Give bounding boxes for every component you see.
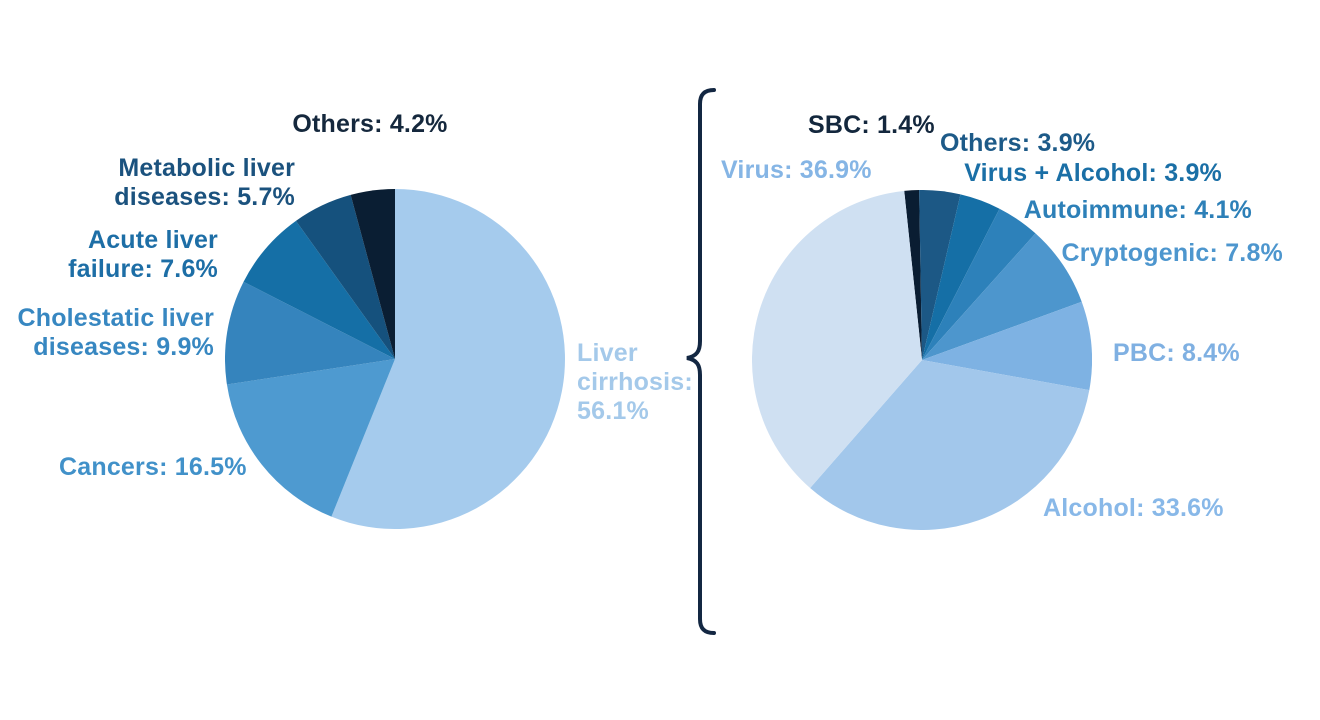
pie-slice-virus <box>752 190 922 488</box>
label-cancers: Cancers: 16.5% <box>59 453 247 481</box>
pie-slice-others <box>919 190 961 360</box>
pie-slice-liver-cirrhosis <box>331 189 565 529</box>
label-alcohol: Alcohol: 33.6% <box>1043 494 1224 522</box>
etiology-pie-chart <box>752 190 1092 530</box>
pie-slice-autoimmune <box>922 208 1036 360</box>
pie-slice-cholestatic-liver-diseases <box>225 281 395 385</box>
pie-slice-sbc <box>904 190 922 360</box>
label-virus: Virus: 36.9% <box>721 156 872 184</box>
curly-brace-icon <box>686 88 716 635</box>
indications-pie-chart <box>225 189 565 529</box>
label-sbc: SBC: 1.4% <box>808 111 935 139</box>
label-metabolic-liver-diseases: Metabolic liver diseases: 5.7% <box>114 154 295 211</box>
pie-slice-others <box>350 189 395 359</box>
label-others-left: Others: 4.2% <box>292 110 448 138</box>
label-acute-liver-failure: Acute liver failure: 7.6% <box>68 226 218 283</box>
pie-slice-acute-liver-failure <box>243 220 395 359</box>
label-cholestatic-liver-diseases: Cholestatic liver diseases: 9.9% <box>17 304 214 361</box>
label-liver-cirrhosis: Liver cirrhosis: 56.1% <box>577 339 693 425</box>
label-others-right: Others: 3.9% <box>940 129 1096 157</box>
label-autoimmune: Autoimmune: 4.1% <box>1023 196 1252 224</box>
pie-slice-cryptogenic <box>922 233 1082 360</box>
pie-slice-metabolic-liver-diseases <box>295 194 395 359</box>
label-pbc: PBC: 8.4% <box>1113 339 1240 367</box>
pie-slice-pbc <box>922 301 1092 391</box>
pie-slice-alcohol <box>810 360 1090 530</box>
pie-slice-cancers <box>226 359 395 517</box>
pie-slice-virus-alcohol <box>922 194 1000 360</box>
label-cryptogenic: Cryptogenic: 7.8% <box>1061 239 1283 267</box>
label-virus-plus-alcohol: Virus + Alcohol: 3.9% <box>964 159 1222 187</box>
